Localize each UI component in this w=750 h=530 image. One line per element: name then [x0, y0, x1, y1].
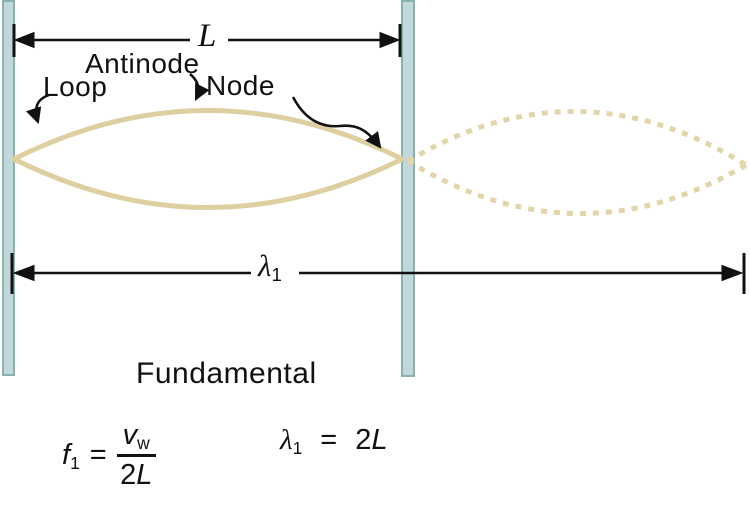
wavelength-value-coeff: 2 — [355, 424, 372, 456]
node-label: Node — [206, 70, 275, 101]
node-pointer-arrow — [291, 96, 382, 149]
frequency-fraction: vw 2L — [116, 421, 156, 491]
string-dotted-upper — [406, 109, 748, 168]
string-dotted-lower — [406, 158, 748, 216]
lambda-subscript: 1 — [271, 264, 282, 286]
middle-post — [401, 0, 415, 377]
loop-pointer-arrow — [25, 93, 50, 125]
fraction-numerator: vw — [116, 421, 156, 457]
string-solid-lower — [11, 156, 405, 210]
antinode-label: Antinode — [85, 48, 200, 79]
equals-sign: = — [89, 439, 107, 471]
fraction-denominator: 2L — [120, 459, 153, 491]
wavelength-symbol-label: λ1 — [258, 248, 282, 284]
wavelength-equation: λ1 = 2L — [280, 424, 388, 458]
lambda-glyph: λ — [258, 248, 272, 283]
equals-sign: = — [320, 424, 338, 456]
wavelength-dimension-arrow — [10, 253, 746, 294]
antinode-pointer-arrow — [189, 73, 210, 102]
length-dimension-arrow — [12, 24, 402, 57]
wavelength-eq-subscript: 1 — [292, 437, 303, 458]
loop-label: Loop — [43, 71, 108, 102]
wavelength-value-symbol: L — [371, 424, 388, 456]
length-symbol-label: L — [198, 18, 217, 54]
fundamental-label: Fundamental — [136, 357, 317, 390]
frequency-symbol: f1 — [62, 439, 80, 473]
string-solid-upper — [11, 108, 405, 162]
frequency-equation: f1 = vw 2L — [62, 421, 156, 490]
wavelength-eq-symbol: λ — [280, 424, 293, 456]
